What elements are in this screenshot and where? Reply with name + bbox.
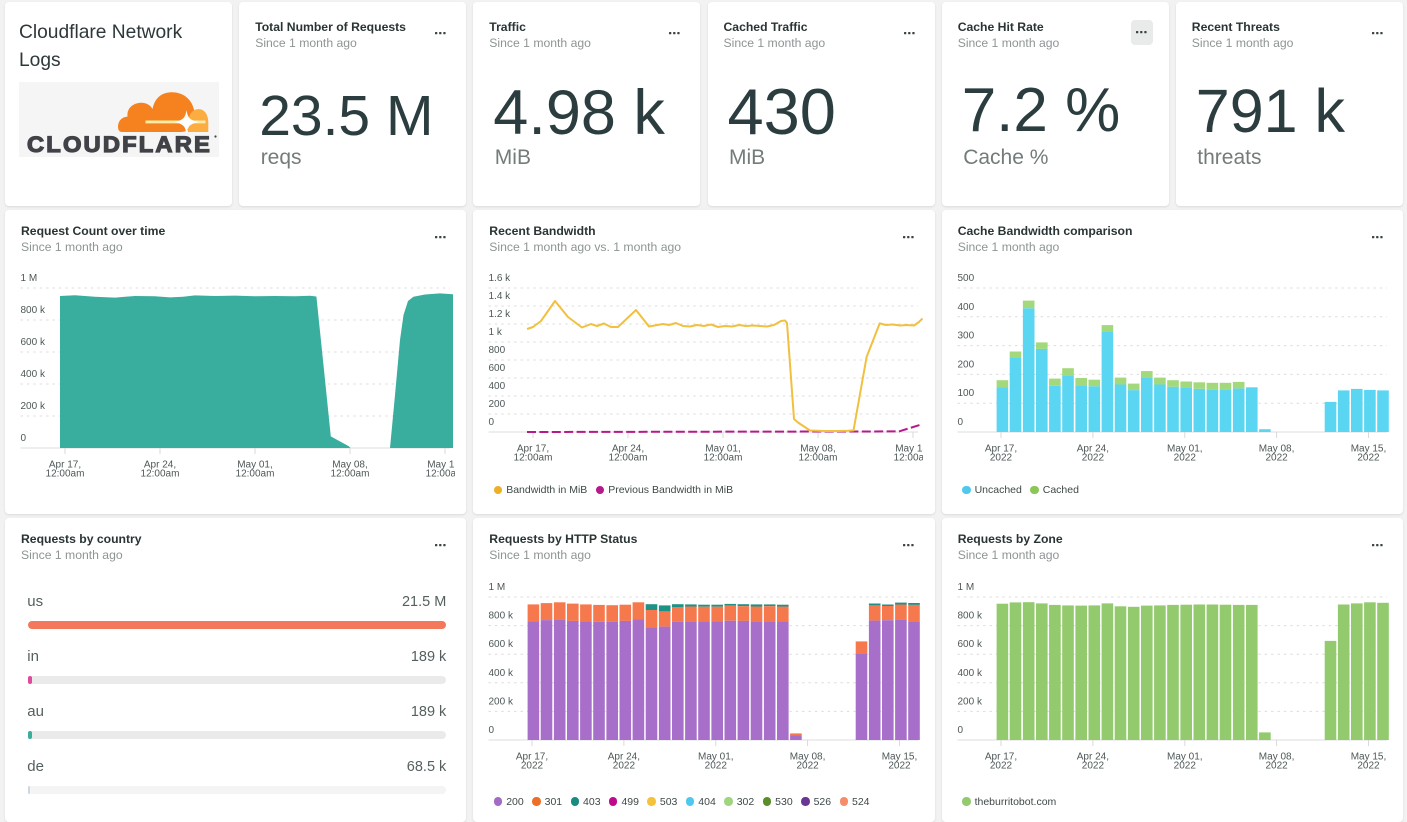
- svg-text:0: 0: [21, 433, 27, 444]
- svg-text:1.4 k: 1.4 k: [489, 291, 512, 302]
- svg-text:2022: 2022: [990, 760, 1013, 771]
- svg-text:2022: 2022: [889, 760, 912, 771]
- svg-text:Apr 17,: Apr 17,: [516, 751, 548, 762]
- svg-text:May 08,: May 08,: [332, 459, 368, 470]
- svg-text:May 15,: May 15,: [896, 443, 924, 454]
- svg-text:800 k: 800 k: [489, 611, 514, 622]
- svg-text:12:00am: 12:00am: [331, 468, 370, 479]
- svg-text:May 01,: May 01,: [1167, 751, 1203, 762]
- svg-text:600 k: 600 k: [489, 639, 514, 650]
- svg-text:1 M: 1 M: [21, 273, 38, 284]
- svg-text:12:00am: 12:00am: [236, 468, 275, 479]
- svg-text:600: 600: [489, 363, 506, 374]
- svg-text:400 k: 400 k: [489, 668, 514, 679]
- svg-text:1.6 k: 1.6 k: [489, 273, 512, 284]
- svg-text:0: 0: [957, 725, 963, 736]
- svg-text:2022: 2022: [1081, 452, 1104, 463]
- svg-text:400 k: 400 k: [21, 369, 46, 380]
- svg-text:12:00am: 12:00am: [894, 452, 923, 463]
- svg-text:2022: 2022: [1173, 452, 1196, 463]
- svg-text:May 01,: May 01,: [1167, 443, 1203, 454]
- svg-text:May 01,: May 01,: [698, 751, 734, 762]
- svg-text:1 k: 1 k: [489, 327, 503, 338]
- svg-text:12:00am: 12:00am: [704, 452, 743, 463]
- svg-text:Apr 17,: Apr 17,: [985, 751, 1017, 762]
- svg-text:2022: 2022: [521, 760, 544, 771]
- svg-text:0: 0: [489, 725, 495, 736]
- svg-text:600 k: 600 k: [21, 337, 46, 348]
- svg-text:May 08,: May 08,: [790, 751, 826, 762]
- svg-text:2022: 2022: [1173, 760, 1196, 771]
- svg-text:12:00am: 12:00am: [141, 468, 180, 479]
- svg-text:Apr 17,: Apr 17,: [49, 459, 81, 470]
- svg-text:0: 0: [489, 417, 495, 428]
- svg-text:400: 400: [957, 302, 974, 313]
- svg-text:1 M: 1 M: [489, 582, 506, 593]
- svg-text:Apr 24,: Apr 24,: [612, 443, 644, 454]
- svg-text:12:00am: 12:00am: [514, 452, 553, 463]
- svg-text:300: 300: [957, 331, 974, 342]
- svg-text:2022: 2022: [1081, 760, 1104, 771]
- svg-text:800: 800: [489, 345, 506, 356]
- svg-text:400: 400: [489, 381, 506, 392]
- svg-text:2022: 2022: [1357, 760, 1380, 771]
- svg-text:1.2 k: 1.2 k: [489, 309, 512, 320]
- svg-text:12:00am: 12:00am: [426, 468, 455, 479]
- svg-text:200 k: 200 k: [21, 401, 46, 412]
- svg-text:12:00am: 12:00am: [46, 468, 85, 479]
- svg-text:200: 200: [489, 399, 506, 410]
- svg-text:100: 100: [957, 388, 974, 399]
- svg-text:May 15,: May 15,: [427, 459, 455, 470]
- svg-text:12:00am: 12:00am: [799, 452, 838, 463]
- svg-text:Apr 24,: Apr 24,: [144, 459, 176, 470]
- svg-text:200 k: 200 k: [957, 696, 982, 707]
- svg-text:600 k: 600 k: [957, 639, 982, 650]
- svg-text:Apr 24,: Apr 24,: [1076, 443, 1108, 454]
- svg-text:1 M: 1 M: [957, 582, 974, 593]
- svg-text:May 08,: May 08,: [801, 443, 837, 454]
- svg-text:12:00am: 12:00am: [609, 452, 648, 463]
- svg-text:2022: 2022: [797, 760, 820, 771]
- svg-text:800 k: 800 k: [21, 305, 46, 316]
- svg-text:CLOUDFLARE: CLOUDFLARE: [27, 132, 212, 157]
- svg-text:May 08,: May 08,: [1258, 751, 1294, 762]
- svg-text:2022: 2022: [1265, 760, 1288, 771]
- svg-text:2022: 2022: [705, 760, 728, 771]
- svg-text:2022: 2022: [613, 760, 636, 771]
- svg-text:400 k: 400 k: [957, 668, 982, 679]
- svg-text:May 15,: May 15,: [1350, 751, 1386, 762]
- svg-text:2022: 2022: [1265, 452, 1288, 463]
- svg-text:Apr 17,: Apr 17,: [985, 443, 1017, 454]
- svg-text:May 15,: May 15,: [882, 751, 918, 762]
- svg-text:May 08,: May 08,: [1258, 443, 1294, 454]
- svg-text:May 01,: May 01,: [237, 459, 273, 470]
- svg-text:500: 500: [957, 273, 974, 284]
- svg-text:0: 0: [957, 417, 963, 428]
- svg-text:Apr 24,: Apr 24,: [608, 751, 640, 762]
- svg-text:May 15,: May 15,: [1350, 443, 1386, 454]
- svg-text:Apr 17,: Apr 17,: [517, 443, 549, 454]
- svg-text:May 01,: May 01,: [706, 443, 742, 454]
- svg-text:2022: 2022: [1357, 452, 1380, 463]
- svg-text:200 k: 200 k: [489, 696, 514, 707]
- svg-text:200: 200: [957, 359, 974, 370]
- svg-text:Apr 24,: Apr 24,: [1076, 751, 1108, 762]
- svg-text:2022: 2022: [990, 452, 1013, 463]
- svg-text:800 k: 800 k: [957, 611, 982, 622]
